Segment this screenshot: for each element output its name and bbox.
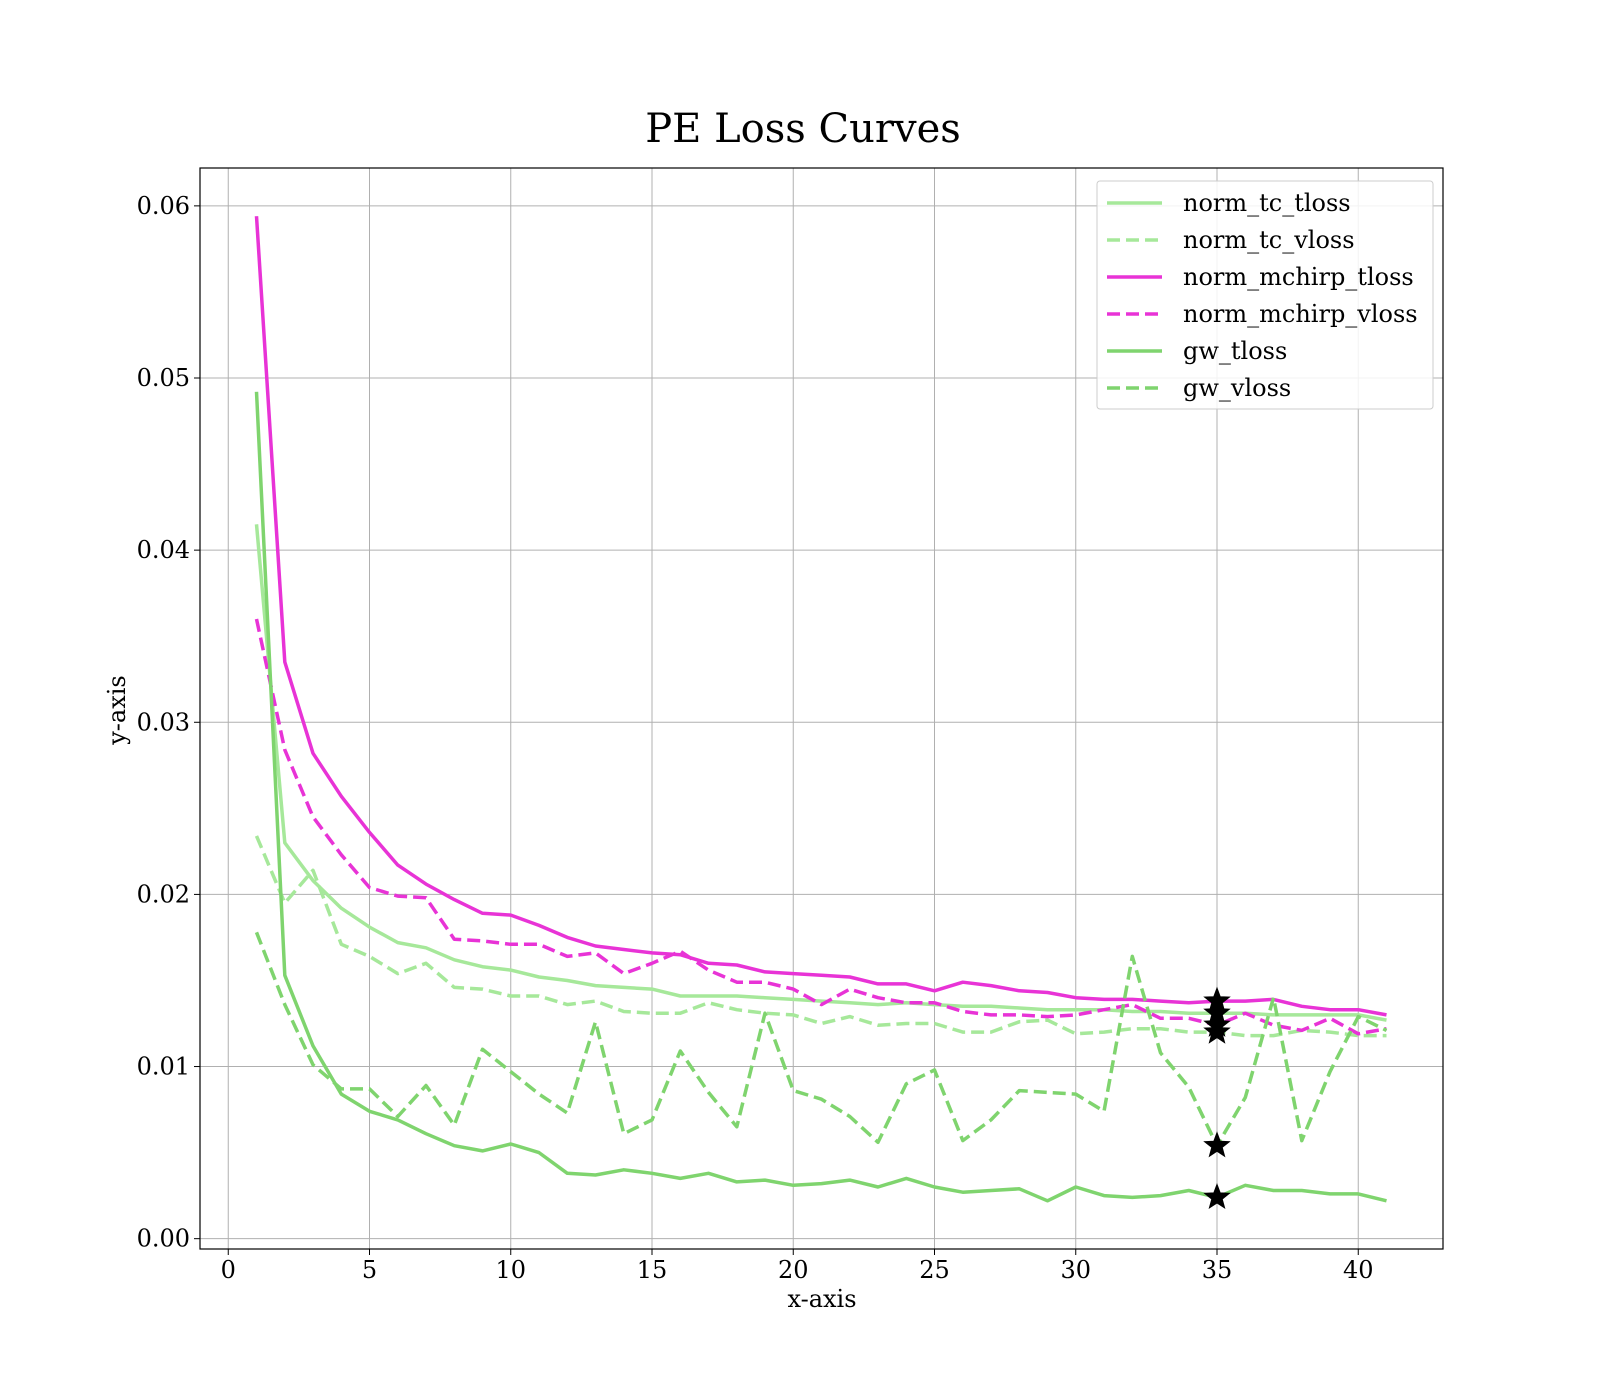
legend-box xyxy=(1096,180,1434,410)
y-tick-label: 0.04 xyxy=(137,536,190,564)
x-tick-label: 35 xyxy=(1202,1256,1233,1284)
x-tick-label: 20 xyxy=(778,1256,809,1284)
series-line-norm-mchirp-tloss xyxy=(254,216,1387,1017)
x-tick-label: 15 xyxy=(637,1256,668,1284)
y-tick-label: 0.01 xyxy=(137,1053,190,1081)
series-line-gw-vloss xyxy=(254,931,1388,1148)
legend-label: norm_mchirp_tloss xyxy=(1183,263,1414,291)
y-tick-label: 0.02 xyxy=(137,880,190,908)
legend: norm_tc_tloss norm_tc_vloss norm_mchirp_tl… xyxy=(1096,180,1434,410)
series-line-norm-tc-tloss xyxy=(254,524,1387,1022)
legend-label: norm_mchirp_vloss xyxy=(1183,300,1418,328)
x-tick-label: 0 xyxy=(221,1256,236,1284)
x-axis-label: x-axis xyxy=(787,1285,856,1313)
series-lines xyxy=(254,216,1388,1203)
x-tick-label: 5 xyxy=(362,1256,377,1284)
marker-star-norm-mchirp-vloss xyxy=(1203,1010,1231,1037)
y-axis-label: y-axis xyxy=(103,675,131,746)
y-tick-label: 0.06 xyxy=(137,192,190,220)
legend-label: norm_tc_tloss xyxy=(1183,189,1351,217)
legend-label: gw_vloss xyxy=(1183,374,1291,402)
y-tick-label: 0.00 xyxy=(137,1225,190,1253)
series-line-norm-mchirp-vloss xyxy=(254,618,1387,1036)
marker-star-gw-vloss xyxy=(1203,1131,1231,1158)
y-tick-label: 0.03 xyxy=(137,708,190,736)
series-line-norm-tc-vloss xyxy=(254,835,1387,1038)
plot-frame xyxy=(199,167,1444,1250)
x-tick-label: 30 xyxy=(1060,1256,1091,1284)
x-tick-label: 40 xyxy=(1343,1256,1374,1284)
chart-title: PE Loss Curves xyxy=(645,106,961,152)
legend-label: norm_tc_vloss xyxy=(1183,226,1355,254)
series-line-gw-tloss xyxy=(254,391,1387,1203)
y-tick-label: 0.05 xyxy=(137,364,190,392)
best-epoch-markers xyxy=(1203,986,1231,1210)
x-tick-label: 25 xyxy=(919,1256,950,1284)
x-tick-label: 10 xyxy=(495,1256,526,1284)
legend-label: gw_tloss xyxy=(1183,337,1287,365)
marker-star-norm-mchirp-tloss xyxy=(1203,986,1231,1013)
axis-ticks: 0 5 10 15 20 25 30 35 40 0.00 0.01 0.02 0.03 0.04 0.05… xyxy=(137,192,1374,1284)
marker-star-gw-tloss xyxy=(1203,1182,1231,1210)
